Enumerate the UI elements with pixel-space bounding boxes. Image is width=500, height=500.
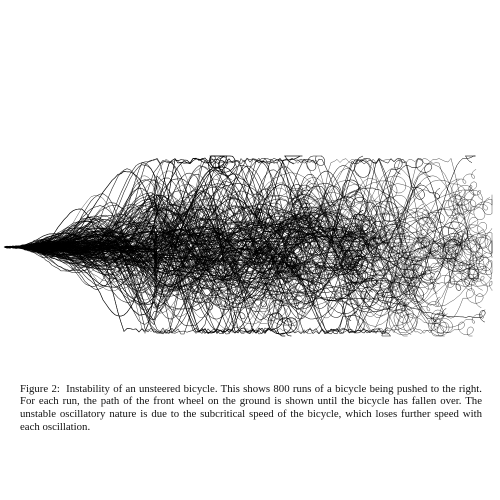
trajectory-path — [3, 160, 403, 300]
trajectory-paths — [3, 155, 493, 337]
trajectory-path — [3, 155, 476, 309]
trajectory-path — [3, 246, 237, 281]
trajectory-path — [3, 200, 406, 272]
trajectory-path — [4, 158, 462, 291]
trajectory-path — [3, 240, 424, 303]
trajectory-path — [3, 182, 416, 301]
trajectory-path — [3, 226, 251, 262]
trajectory-path — [4, 165, 291, 324]
trajectory-path — [3, 158, 406, 335]
trajectory-path — [3, 246, 371, 303]
trajectory-path — [3, 166, 371, 304]
trajectory-path — [3, 204, 311, 310]
figure-caption: Figure 2: Instability of an unsteered bi… — [20, 383, 482, 433]
trajectory-path — [3, 155, 228, 334]
trajectory-path — [3, 191, 411, 312]
trajectory-path — [3, 226, 464, 257]
trajectory-path — [4, 184, 441, 310]
trajectory-path — [3, 164, 282, 334]
trajectory-path — [3, 157, 425, 335]
trajectory-path — [4, 187, 441, 291]
trajectory-path — [3, 158, 301, 334]
trajectory-path — [3, 204, 429, 301]
trajectory-path — [3, 198, 355, 320]
trajectory-path — [3, 211, 439, 273]
trajectory-path — [3, 209, 369, 305]
trajectory-path — [4, 193, 423, 324]
trajectory-path — [3, 160, 364, 311]
trajectory-path — [3, 158, 433, 334]
trajectory-path — [3, 217, 469, 263]
trajectory-path — [3, 226, 423, 284]
trajectory-path — [3, 208, 459, 261]
trajectory-path — [3, 184, 378, 280]
trajectory-path — [3, 155, 326, 334]
figure-label: Figure 2: — [20, 382, 60, 395]
trajectory-path — [3, 194, 375, 307]
trajectory-path — [3, 221, 214, 334]
trajectory-path — [3, 157, 292, 337]
trajectory-path — [3, 157, 493, 333]
trajectory-path — [3, 155, 371, 321]
bicycle-trajectory-plot — [3, 155, 493, 337]
trajectory-path — [3, 158, 447, 323]
trajectory-path — [3, 206, 426, 284]
trajectory-path — [3, 184, 303, 288]
trajectory-path — [3, 237, 407, 318]
trajectory-path — [3, 196, 417, 337]
trajectory-path — [3, 194, 493, 266]
trajectory-path — [4, 234, 378, 302]
trajectory-path — [3, 198, 284, 276]
trajectory-path — [3, 156, 237, 326]
trajectory-path — [3, 203, 430, 276]
trajectory-path — [4, 167, 441, 297]
trajectory-path — [3, 240, 301, 279]
trajectory-path — [3, 183, 291, 270]
caption-text: Instability of an unsteered bicycle. Thi… — [20, 382, 482, 433]
trajectory-path — [3, 226, 298, 267]
trajectory-path — [3, 187, 478, 274]
trajectory-path — [3, 173, 470, 335]
trajectory-path — [3, 223, 479, 281]
trajectory-path — [3, 199, 488, 307]
trajectory-path — [3, 205, 352, 302]
